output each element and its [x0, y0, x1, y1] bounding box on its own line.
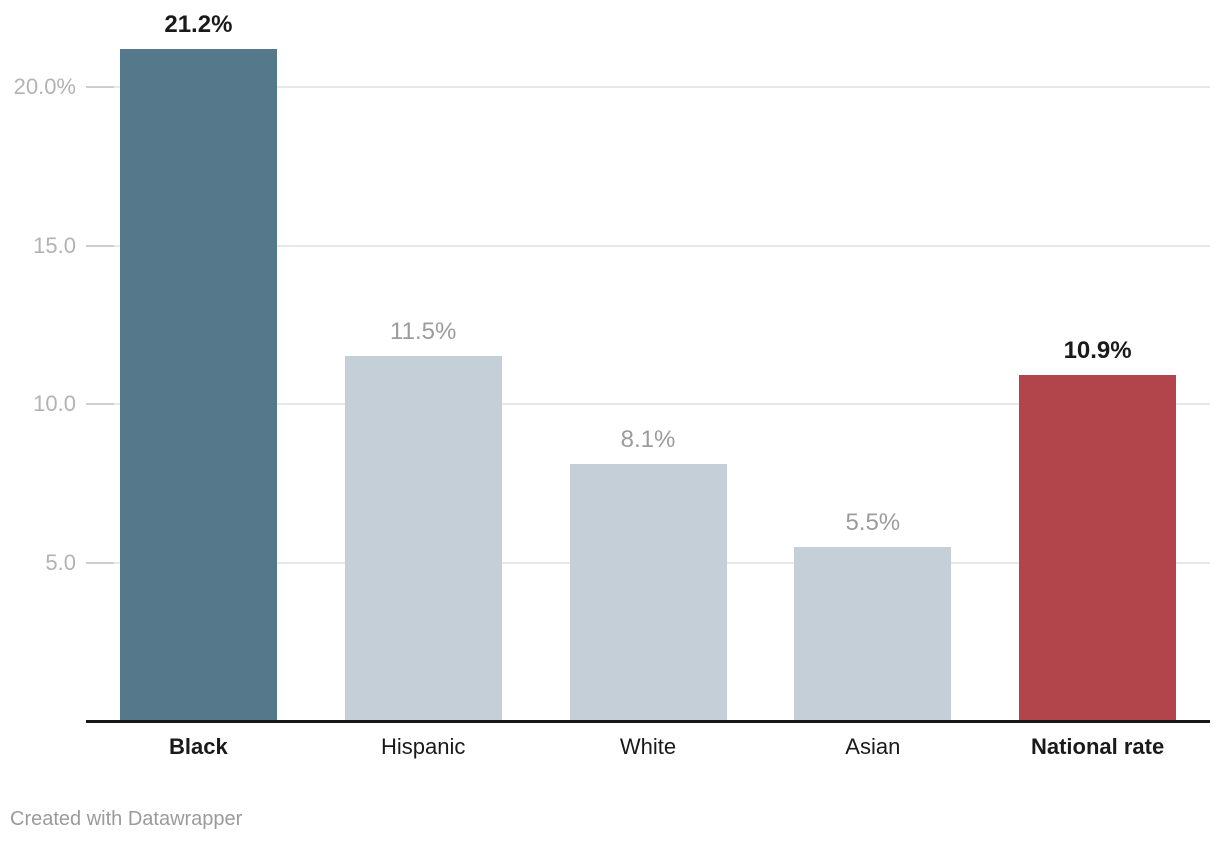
ytick-mark-15: [86, 244, 114, 247]
gridline-15: [86, 244, 1210, 247]
category-label-white: White: [619, 734, 677, 759]
ytick-label-5: 5.0: [45, 549, 76, 575]
gridline-20: [86, 86, 1210, 88]
ytick-mark-10: [86, 403, 114, 405]
bar-national-rate: [1019, 375, 1177, 721]
category-label-hispanic: Hispanic: [381, 734, 466, 759]
ytick-label-10: 10.0: [33, 391, 76, 416]
ytick-label-20: 20.0%: [13, 74, 76, 99]
value-label-black: 21.2%: [164, 10, 233, 38]
value-label-white: 8.1%: [620, 426, 676, 454]
value-label-national-rate: 10.9%: [1063, 337, 1132, 365]
ytick-label-15: 15.0: [33, 232, 76, 258]
gridline-10: [86, 403, 1210, 405]
category-label-black: Black: [169, 734, 228, 759]
bar-white: [569, 464, 727, 721]
value-label-hispanic: 11.5%: [390, 318, 457, 346]
category-label-asian: Asian: [845, 734, 901, 759]
bar-black: [119, 48, 277, 721]
bar-asian: [794, 546, 952, 721]
ytick-mark-20: [86, 86, 114, 88]
value-label-asian: 5.5%: [845, 508, 901, 536]
category-label-national-rate: National rate: [1030, 734, 1165, 759]
datawrapper-credit-link[interactable]: Created with Datawrapper: [10, 808, 243, 830]
ytick-mark-5: [86, 561, 114, 564]
bar-hispanic: [344, 356, 502, 721]
x-axis-line: [86, 720, 1210, 723]
